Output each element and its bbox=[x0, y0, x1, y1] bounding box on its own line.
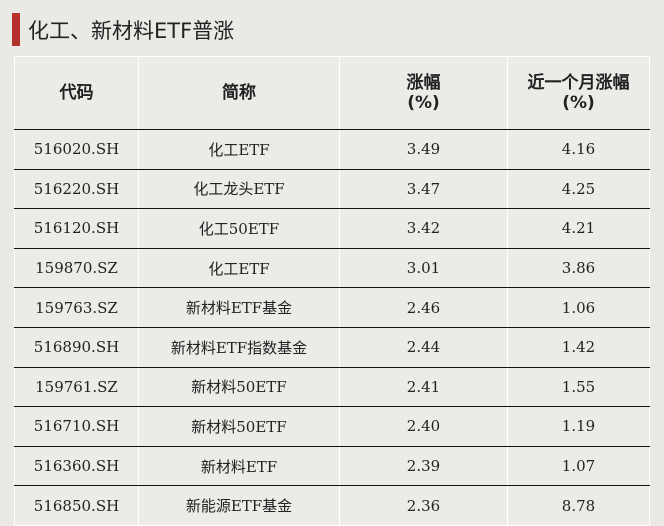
table-row: 516120.SH 化工50ETF 3.42 4.21 bbox=[14, 208, 650, 249]
name-cell: 新材料ETF指数基金 bbox=[138, 327, 340, 368]
code-cell: 159763.SZ bbox=[14, 287, 139, 328]
month-change-cell: 4.25 bbox=[507, 169, 650, 210]
table-row: 516220.SH 化工龙头ETF 3.47 4.25 bbox=[14, 169, 650, 210]
change-cell: 3.47 bbox=[339, 169, 508, 210]
header-name: 简称 bbox=[138, 56, 340, 130]
change-cell: 3.49 bbox=[339, 129, 508, 170]
code-cell: 516220.SH bbox=[14, 169, 139, 210]
name-cell: 化工50ETF bbox=[138, 208, 340, 249]
header-month-change: 近一个月涨幅 (%) bbox=[507, 56, 650, 130]
name-cell: 新材料50ETF bbox=[138, 367, 340, 408]
name-cell: 化工龙头ETF bbox=[138, 169, 340, 210]
month-change-cell: 1.07 bbox=[507, 446, 650, 487]
table-row: 159870.SZ 化工ETF 3.01 3.86 bbox=[14, 248, 650, 289]
month-change-cell: 1.55 bbox=[507, 367, 650, 408]
header-code: 代码 bbox=[14, 56, 139, 130]
change-cell: 2.40 bbox=[339, 406, 508, 447]
code-cell: 159870.SZ bbox=[14, 248, 139, 289]
table-row: 159761.SZ 新材料50ETF 2.41 1.55 bbox=[14, 367, 650, 408]
name-cell: 新材料50ETF bbox=[138, 406, 340, 447]
name-cell: 化工ETF bbox=[138, 248, 340, 289]
title-text: 化工、新材料ETF普涨 bbox=[28, 18, 235, 43]
name-cell: 化工ETF bbox=[138, 129, 340, 170]
name-cell: 新材料ETF基金 bbox=[138, 287, 340, 328]
change-cell: 3.42 bbox=[339, 208, 508, 249]
month-change-cell: 3.86 bbox=[507, 248, 650, 289]
title-accent-bar bbox=[12, 13, 20, 46]
table-row: 516710.SH 新材料50ETF 2.40 1.19 bbox=[14, 406, 650, 447]
code-cell: 516850.SH bbox=[14, 485, 139, 526]
change-cell: 2.44 bbox=[339, 327, 508, 368]
change-cell: 2.41 bbox=[339, 367, 508, 408]
header-change: 涨幅 (%) bbox=[339, 56, 508, 130]
month-change-cell: 1.06 bbox=[507, 287, 650, 328]
name-cell: 新能源ETF基金 bbox=[138, 485, 340, 526]
code-cell: 516020.SH bbox=[14, 129, 139, 170]
month-change-cell: 1.42 bbox=[507, 327, 650, 368]
change-cell: 3.01 bbox=[339, 248, 508, 289]
name-cell: 新材料ETF bbox=[138, 446, 340, 487]
change-cell: 2.36 bbox=[339, 485, 508, 526]
table-row: 516850.SH 新能源ETF基金 2.36 8.78 bbox=[14, 485, 650, 526]
table-row: 516020.SH 化工ETF 3.49 4.16 bbox=[14, 129, 650, 170]
month-change-cell: 4.21 bbox=[507, 208, 650, 249]
etf-table: 代码 简称 涨幅 (%) 近一个月涨幅 (%) 516020.SH 化工ETF 3.49… bbox=[14, 56, 650, 526]
month-change-cell: 1.19 bbox=[507, 406, 650, 447]
code-cell: 159761.SZ bbox=[14, 367, 139, 408]
month-change-cell: 8.78 bbox=[507, 485, 650, 526]
table-row: 516890.SH 新材料ETF指数基金 2.44 1.42 bbox=[14, 327, 650, 368]
code-cell: 516710.SH bbox=[14, 406, 139, 447]
section-title: 化工、新材料ETF普涨 bbox=[12, 13, 234, 46]
change-cell: 2.39 bbox=[339, 446, 508, 487]
code-cell: 516360.SH bbox=[14, 446, 139, 487]
header-row: 代码 简称 涨幅 (%) 近一个月涨幅 (%) bbox=[14, 56, 650, 130]
code-cell: 516120.SH bbox=[14, 208, 139, 249]
code-cell: 516890.SH bbox=[14, 327, 139, 368]
month-change-cell: 4.16 bbox=[507, 129, 650, 170]
change-cell: 2.46 bbox=[339, 287, 508, 328]
table-row: 159763.SZ 新材料ETF基金 2.46 1.06 bbox=[14, 287, 650, 328]
table-row: 516360.SH 新材料ETF 2.39 1.07 bbox=[14, 446, 650, 487]
